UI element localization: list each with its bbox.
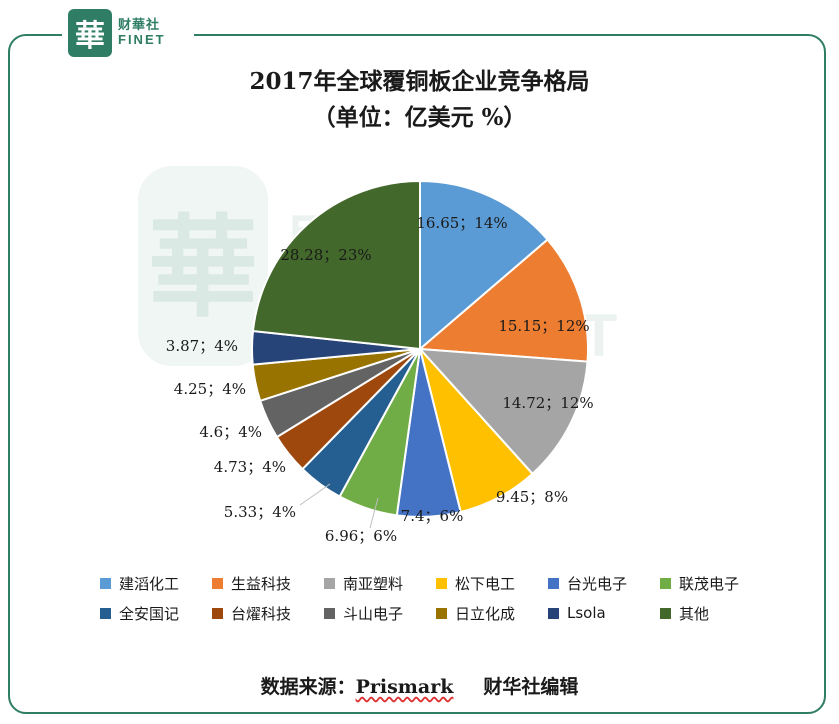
legend-item: 生益科技 [212,573,324,594]
legend-label: 其他 [679,604,710,623]
legend-item: 日立化成 [436,603,548,624]
legend-swatch [548,607,559,619]
legend-label: 斗山电子 [343,604,404,623]
legend-item: 其他 [660,603,772,624]
data-label: 5.33；4% [224,503,296,521]
legend-item: 全安国记 [100,603,212,624]
data-label: 16.65；14% [416,214,507,232]
pie-slice [417,347,589,476]
legend-label: 建滔化工 [119,574,180,593]
legend-item: 台燿科技 [212,603,324,624]
data-label: 28.28；23% [280,246,371,264]
legend-label: 日立化成 [455,604,516,623]
legend-swatch [324,577,335,589]
data-label: 9.45；8% [496,488,568,506]
legend-swatch [436,577,447,589]
chart-subtitle: （单位：亿美元 %） [312,104,527,131]
source-line: 数据来源：Prismark 财华社编辑 [0,672,839,699]
legend-label: 生益科技 [231,574,292,593]
legend-label: 台光电子 [567,574,628,593]
source-name: Prismark [355,676,454,698]
data-label: 14.72；12% [502,394,593,412]
legend-item: 松下电工 [436,573,548,594]
pie-slice [419,179,549,352]
legend-swatch [100,607,111,619]
data-label: 4.73；4% [214,458,286,476]
legend-label: 南亚塑料 [343,574,404,593]
legend-row: 建滔化工 生益科技 南亚塑料 松下电工 台光电子 联茂电子 [100,568,800,598]
logo-en: FINET [118,32,166,47]
legend-swatch [212,607,223,619]
leader-line [299,483,331,506]
legend-item: 南亚塑料 [324,573,436,594]
leader-line [369,497,379,529]
chart-legend: 建滔化工 生益科技 南亚塑料 松下电工 台光电子 联茂电子 全安国记 台燿科技 斗山电子 日立化… [100,568,800,628]
legend-swatch [100,577,111,589]
data-label: 15.15；12% [498,317,589,335]
legend-item: 联茂电子 [660,573,772,594]
legend-row: 全安国记 台燿科技 斗山电子 日立化成 Lsola 其他 [100,598,800,628]
source-prefix: 数据来源： [260,676,356,698]
legend-swatch [660,577,671,589]
legend-swatch [324,607,335,619]
pie-slice [251,179,421,351]
logo-text: 财華社 FINET [118,19,166,46]
legend-label: 全安国记 [119,604,180,623]
pie-slice [417,238,589,363]
legend-item: 建滔化工 [100,573,212,594]
legend-swatch [660,607,671,619]
finet-logo: 華 财華社 FINET [62,4,194,62]
legend-label: 台燿科技 [231,604,292,623]
source-editor: 财华社编辑 [483,676,579,698]
legend-label: Lsola [567,604,606,622]
legend-label: 松下电工 [455,574,516,593]
data-label: 7.4；6% [401,507,464,525]
chart-title: 2017年全球覆铜板企业竞争格局 [249,68,590,95]
logo-cn: 财華社 [118,18,161,34]
legend-label: 联茂电子 [679,574,740,593]
legend-swatch [212,577,223,589]
legend-swatch [436,607,447,619]
legend-item: Lsola [548,604,660,622]
data-label: 3.87；4% [166,337,238,355]
data-label: 4.6；4% [199,423,262,441]
legend-item: 台光电子 [548,573,660,594]
legend-item: 斗山电子 [324,603,436,624]
legend-swatch [548,577,559,589]
data-label: 6.96；6% [325,527,397,545]
data-label: 4.25；4% [174,380,246,398]
logo-mark: 華 [68,9,112,57]
